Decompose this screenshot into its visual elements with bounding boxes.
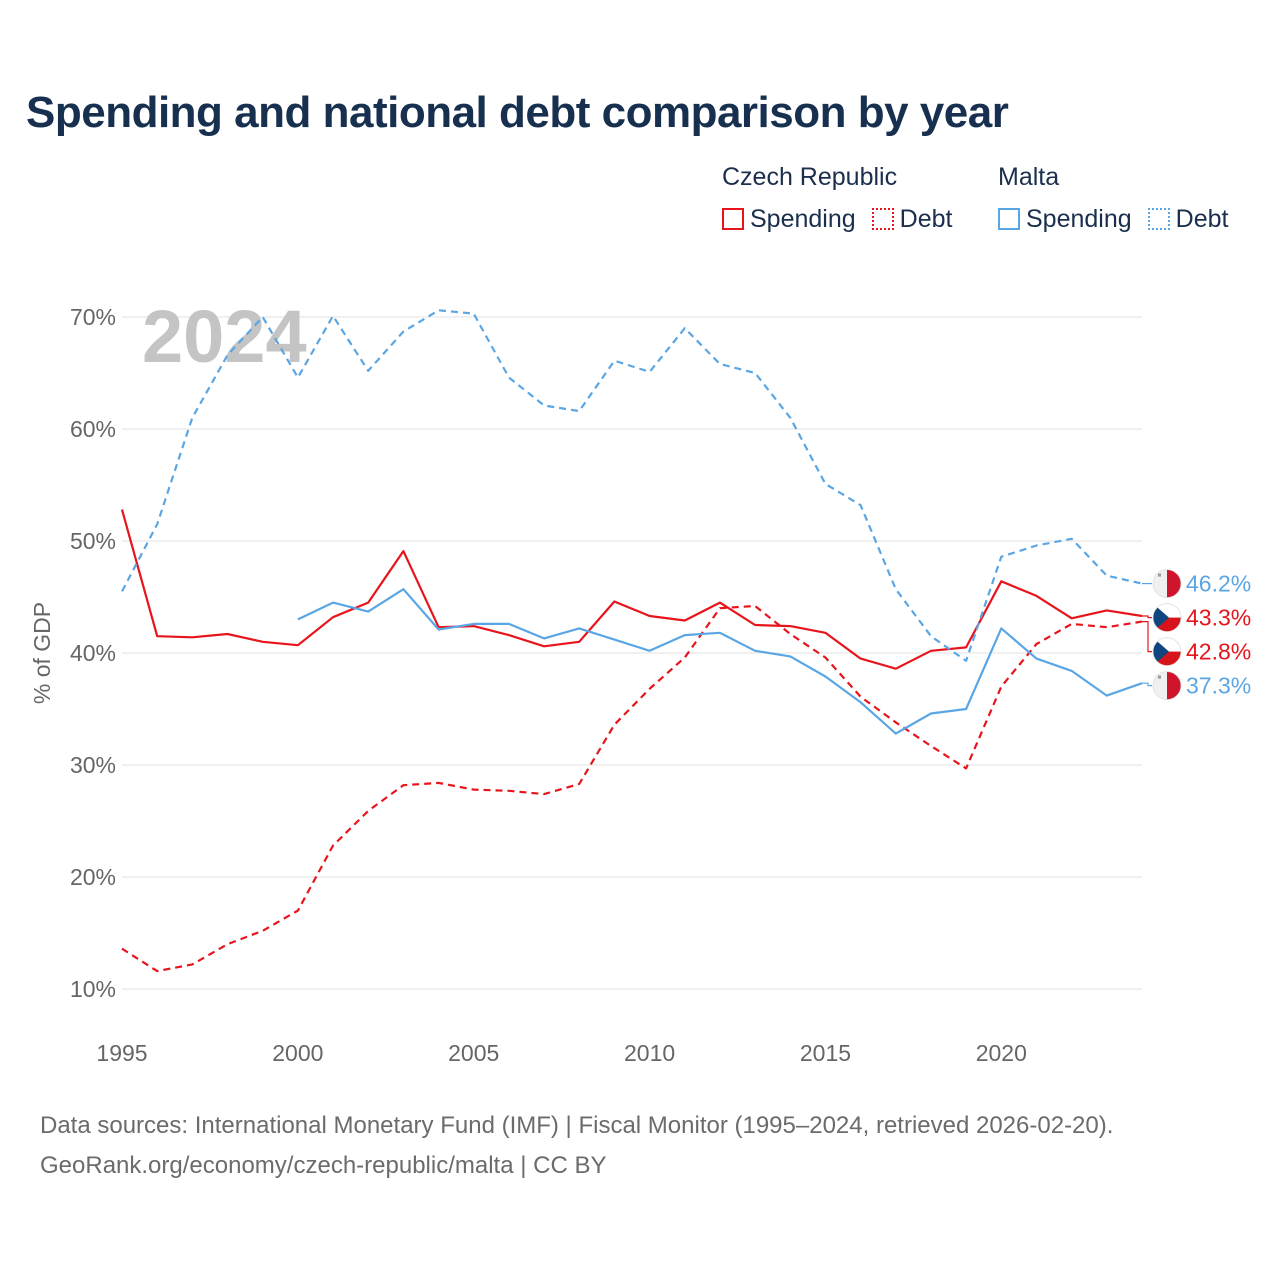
malta-flag-icon	[1152, 569, 1182, 598]
label-connector	[1142, 682, 1152, 687]
legend-item-label: Debt	[899, 204, 953, 233]
end-value-label: 43.3%	[1186, 605, 1251, 631]
chart-title: Spending and national debt comparison by…	[26, 88, 1009, 137]
series-line-czech-republic-spending[interactable]	[120, 509, 1143, 670]
x-axis: 1995 2000 2005 2010 2015 2020	[96, 1040, 1026, 1066]
x-tick-label: 1995	[96, 1040, 147, 1066]
y-tick-label: 10%	[70, 976, 116, 1002]
legend-item-malta-spending[interactable]: Spending	[998, 205, 1132, 234]
legend-group-label: Czech Republic	[722, 163, 898, 191]
legend-swatch-dotted	[1147, 208, 1170, 230]
end-value-label: 46.2%	[1186, 571, 1251, 597]
y-tick-label: 30%	[70, 752, 116, 778]
legend-item-label: Spending	[1026, 204, 1132, 233]
end-labels: 46.2% 43.3% 42.8% 37.3%	[1142, 569, 1251, 700]
legend-swatch-dotted	[871, 208, 894, 230]
legend-czech: Czech Republic Spending Debt	[722, 160, 968, 234]
legend-swatch-solid	[998, 208, 1020, 230]
legend-item-malta-debt[interactable]: Debt	[1147, 204, 1229, 234]
y-tick-label: 70%	[70, 304, 116, 330]
y-tick-label: 40%	[70, 640, 116, 666]
czech-flag-icon	[1152, 603, 1182, 632]
legend-item-label: Spending	[750, 204, 856, 233]
legend-item-czech-debt[interactable]: Debt	[871, 204, 953, 234]
y-tick-label: 50%	[70, 528, 116, 554]
x-tick-label: 2015	[800, 1040, 851, 1066]
y-tick-label: 60%	[70, 416, 116, 442]
czech-flag-icon	[1152, 637, 1182, 666]
legend-malta: Malta Spending Debt	[998, 160, 1244, 234]
series-line-malta-debt[interactable]	[121, 309, 1143, 662]
x-tick-label: 2010	[624, 1040, 675, 1066]
series-line-malta-spending[interactable]	[297, 588, 1143, 735]
label-connector	[1142, 615, 1152, 619]
end-value-label: 37.3%	[1186, 673, 1251, 699]
legend-item-czech-spending[interactable]: Spending	[722, 205, 856, 234]
legend-group-label: Malta	[998, 163, 1060, 191]
data-sources: Data sources: International Monetary Fun…	[40, 1106, 1113, 1186]
sources-line-2[interactable]: GeoRank.org/economy/czech-republic/malta…	[40, 1152, 607, 1179]
legend-swatch-solid	[722, 208, 744, 230]
end-value-label: 42.8%	[1186, 639, 1251, 665]
legend-item-label: Debt	[1175, 204, 1229, 233]
x-tick-label: 2005	[448, 1040, 499, 1066]
year-watermark: 2024	[142, 295, 307, 378]
series-line-czech-republic-debt[interactable]	[121, 604, 1143, 973]
y-axis: 10% 20% 30% 40% 50% 60% 70%	[70, 304, 116, 1002]
x-tick-label: 2000	[272, 1040, 323, 1066]
gridlines	[122, 316, 1142, 990]
label-connector	[1142, 621, 1152, 653]
y-tick-label: 20%	[70, 864, 116, 890]
sources-line-1: Data sources: International Monetary Fun…	[40, 1112, 1114, 1139]
line-chart: 2024 10% 20% 30% 40% 50% 60% 70% 1995 2000 2005 2…	[29, 295, 1251, 1066]
series-lines	[120, 309, 1143, 973]
x-tick-label: 2020	[976, 1040, 1027, 1066]
y-axis-label: % of GDP	[29, 602, 55, 704]
malta-flag-icon	[1152, 671, 1182, 700]
